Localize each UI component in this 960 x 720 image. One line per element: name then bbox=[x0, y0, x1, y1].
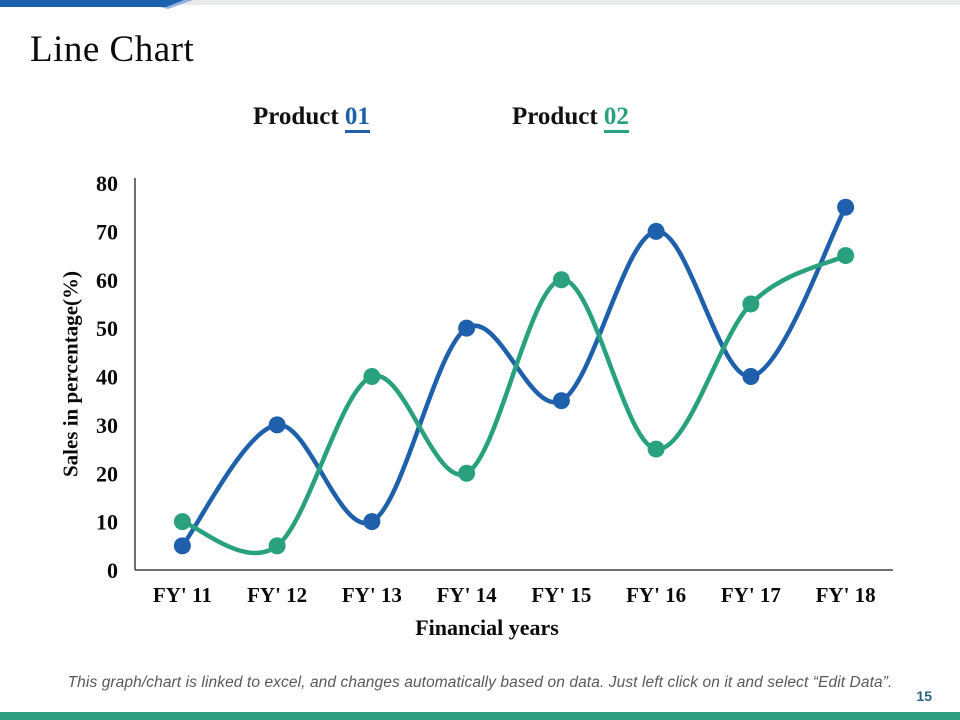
footer-note: This graph/chart is linked to excel, and… bbox=[67, 674, 893, 691]
y-tick-label: 40 bbox=[96, 365, 118, 390]
data-point-series-2[interactable] bbox=[837, 247, 855, 265]
y-tick-label: 30 bbox=[96, 413, 118, 438]
page-title: Line Chart bbox=[30, 29, 195, 70]
x-category-label: FY' 18 bbox=[816, 583, 876, 607]
page-number: 15 bbox=[916, 688, 932, 704]
data-point-series-1[interactable] bbox=[837, 198, 855, 216]
y-tick-label: 50 bbox=[96, 316, 118, 341]
y-tick-label: 70 bbox=[96, 219, 118, 244]
data-point-series-1[interactable] bbox=[268, 416, 286, 434]
legend-item-product-02[interactable]: Product 02 bbox=[512, 103, 629, 133]
top-accent-blue-bar bbox=[0, 0, 184, 7]
data-point-series-1[interactable] bbox=[647, 222, 665, 240]
legend-series-number: 02 bbox=[603, 103, 629, 133]
y-tick-label: 10 bbox=[96, 510, 118, 535]
series-line-1[interactable] bbox=[180, 204, 848, 549]
x-category-label: FY' 11 bbox=[153, 583, 212, 607]
x-category-label: FY' 12 bbox=[247, 583, 307, 607]
chart-legend: Product 01 Product 02 bbox=[0, 103, 960, 137]
x-category-label: FY' 14 bbox=[437, 583, 498, 607]
data-point-series-1[interactable] bbox=[363, 513, 381, 531]
x-category-label: FY' 17 bbox=[721, 583, 781, 607]
y-tick-label: 80 bbox=[96, 171, 118, 196]
bottom-accent-bar bbox=[0, 712, 960, 720]
data-point-series-1[interactable] bbox=[173, 537, 191, 555]
top-accent-gray-bar bbox=[0, 0, 960, 5]
x-category-label: FY' 16 bbox=[626, 583, 686, 607]
data-point-series-2[interactable] bbox=[742, 295, 760, 313]
data-point-series-2[interactable] bbox=[458, 464, 476, 482]
y-axis-title: Sales in percentage(%) bbox=[58, 270, 83, 478]
legend-label: Product bbox=[253, 103, 339, 130]
x-axis-title: Financial years bbox=[415, 615, 559, 640]
y-tick-label: 60 bbox=[96, 268, 118, 293]
data-point-series-1[interactable] bbox=[458, 319, 476, 337]
data-point-series-2[interactable] bbox=[268, 537, 286, 555]
data-point-series-1[interactable] bbox=[742, 368, 760, 385]
legend-series-number: 01 bbox=[344, 103, 370, 133]
legend-label: Product bbox=[512, 103, 598, 130]
legend-item-product-01[interactable]: Product 01 bbox=[253, 103, 370, 133]
top-accent-ribbon-tip bbox=[160, 0, 193, 9]
data-point-series-2[interactable] bbox=[647, 440, 665, 458]
y-tick-label: 0 bbox=[107, 558, 118, 583]
y-tick-label: 20 bbox=[96, 461, 118, 486]
data-point-series-2[interactable] bbox=[363, 368, 381, 385]
series-line-2[interactable] bbox=[180, 253, 848, 556]
x-category-label: FY' 15 bbox=[531, 583, 591, 607]
data-point-series-1[interactable] bbox=[552, 392, 570, 410]
data-point-series-2[interactable] bbox=[173, 513, 191, 531]
x-category-label: FY' 13 bbox=[342, 583, 402, 607]
data-point-series-2[interactable] bbox=[552, 271, 570, 289]
